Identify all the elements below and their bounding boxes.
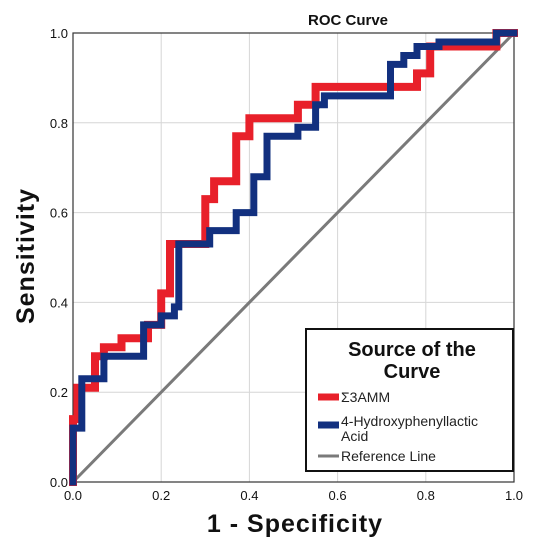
legend: Source of the Curve Σ3AMM 4-Hydroxyphenyl…: [305, 328, 514, 472]
x-tick-label: 0.0: [64, 488, 82, 503]
y-tick-label: 0.4: [50, 295, 68, 310]
legend-label-2: 4-Hydroxyphenyllactic: [341, 413, 478, 429]
x-axis-label: 1 - Specificity: [207, 510, 383, 538]
reference-line-layer: [70, 30, 517, 485]
x-tick-label: 0.8: [417, 488, 435, 503]
grid: [72, 32, 515, 483]
legend-title-line-2: Curve: [384, 361, 441, 383]
series-layer: [69, 29, 518, 486]
legend-label-2: Acid: [341, 428, 368, 444]
y-axis-label: Sensitivity: [12, 188, 40, 324]
x-tick-label: 0.4: [240, 488, 258, 503]
y-axis-ticks: 0.0 0.2 0.4 0.6 0.8 1.0: [50, 26, 68, 490]
y-tick-label: 1.0: [50, 26, 68, 41]
x-tick-label: 1.0: [505, 488, 523, 503]
chart-title: ROC Curve: [308, 12, 388, 29]
reference-line: [70, 30, 517, 485]
x-axis-ticks: 0.0 0.2 0.4 0.6 0.8 1.0: [64, 488, 523, 503]
y-tick-label: 0.2: [50, 385, 68, 400]
y-tick-label: 0.8: [50, 116, 68, 131]
legend-title-line-1: Source of the: [348, 339, 476, 361]
plot-frame: [72, 32, 515, 483]
x-tick-label: 0.2: [152, 488, 170, 503]
legend-label-1: Σ3AMM: [341, 389, 390, 405]
legend-label-3: Reference Line: [341, 448, 436, 464]
y-tick-label: 0.6: [50, 206, 68, 221]
y-tick-label: 0.0: [50, 475, 68, 490]
series-line-2: [69, 29, 518, 486]
x-tick-label: 0.6: [329, 488, 347, 503]
legend-box: [305, 328, 514, 472]
